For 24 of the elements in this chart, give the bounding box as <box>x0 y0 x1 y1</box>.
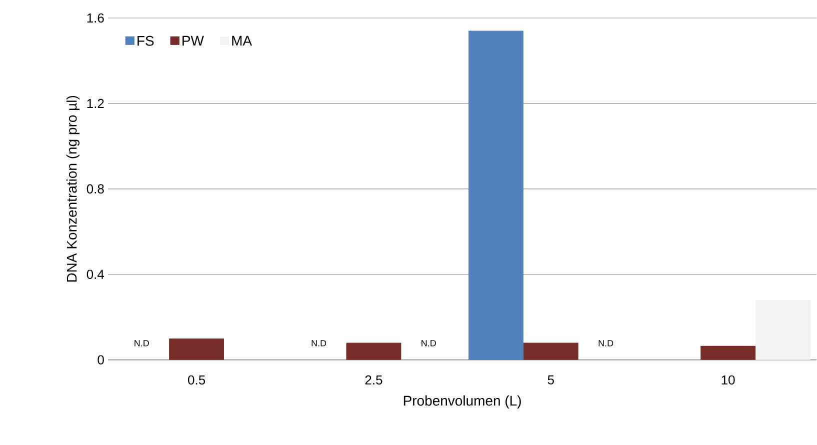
text: N.D <box>134 340 149 346</box>
x-tick-label: 2.5 <box>365 375 382 385</box>
bar <box>700 346 756 360</box>
bar <box>468 30 524 360</box>
legend-label: FS <box>138 36 154 46</box>
bar <box>523 342 578 360</box>
y-tick-label: 0.8 <box>86 184 104 194</box>
x-axis-title: Probenvolumen (L) <box>404 396 521 409</box>
text: N.D <box>312 340 326 346</box>
x-tick-label: 0.5 <box>188 375 206 385</box>
y-tick-label: 0.4 <box>86 270 104 280</box>
bar <box>346 342 402 360</box>
bar <box>169 338 224 360</box>
x-tick-label: 10 <box>722 375 735 385</box>
x-tick-label: 5 <box>548 375 554 385</box>
y-tick-label: 0 <box>98 355 104 365</box>
text: N.D <box>422 340 436 346</box>
legend-label: PW <box>182 36 204 46</box>
legend-label: MA <box>232 36 252 46</box>
bar <box>755 300 810 360</box>
y-axis-title: DNA Konzentration (ng pro µl) <box>66 96 80 282</box>
text: N.D <box>598 340 614 346</box>
y-tick-label: 1.6 <box>87 13 104 23</box>
y-tick-label: 1.2 <box>87 99 104 108</box>
